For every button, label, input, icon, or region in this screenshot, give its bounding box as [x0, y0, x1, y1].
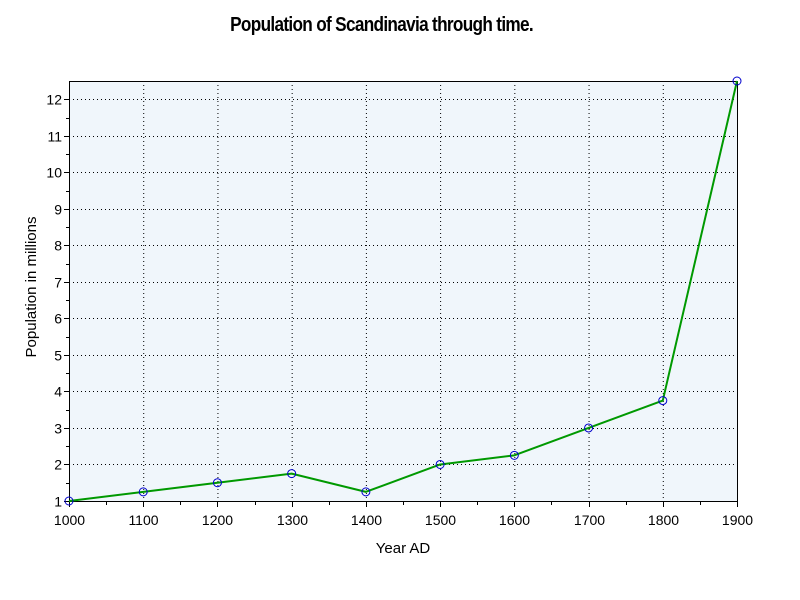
- data-point: [732, 76, 742, 86]
- x-tick-label: 1900: [722, 512, 753, 528]
- x-tick-label: 1600: [499, 512, 530, 528]
- x-tick-label: 1300: [277, 512, 308, 528]
- data-point: [287, 469, 297, 479]
- y-tick-label: 8: [54, 238, 62, 254]
- series-layer: [64, 76, 742, 506]
- data-point: [658, 396, 668, 406]
- y-tick-label: 2: [54, 457, 62, 473]
- x-tick-label: 1500: [425, 512, 456, 528]
- data-point: [584, 423, 594, 433]
- x-axis: 1000 1100 1200 1300 1400 1500 1600 1700 1800 1900: [54, 501, 753, 528]
- y-tick-label: 5: [54, 348, 62, 364]
- y-tick-label: 6: [54, 311, 62, 327]
- x-tick-label: 1700: [574, 512, 605, 528]
- y-tick-label: 7: [54, 275, 62, 291]
- chart-title: Population of Scandinavia through time.: [230, 14, 534, 36]
- y-tick-label: 12: [46, 92, 62, 108]
- y-tick-label: 3: [54, 421, 62, 437]
- x-tick-label: 1400: [351, 512, 382, 528]
- x-tick-label: 1800: [648, 512, 679, 528]
- data-point: [435, 459, 445, 469]
- y-tick-label: 1: [54, 494, 62, 510]
- y-tick-label: 9: [54, 202, 62, 218]
- x-tick-label: 1000: [54, 512, 85, 528]
- data-point: [212, 478, 222, 488]
- data-point: [509, 450, 519, 460]
- data-point: [138, 487, 148, 497]
- y-tick-label: 4: [54, 384, 62, 400]
- y-tick-label: 11: [47, 129, 62, 145]
- y-tick-label: 10: [46, 165, 62, 181]
- data-point: [361, 487, 371, 497]
- x-axis-label: Year AD: [376, 540, 431, 557]
- y-axis-label: Population in millions: [23, 217, 40, 358]
- plot-area: [69, 81, 737, 501]
- x-tick-label: 1200: [202, 512, 233, 528]
- x-tick-label: 1100: [128, 512, 158, 528]
- series-line: [68, 80, 738, 502]
- data-point: [64, 496, 74, 506]
